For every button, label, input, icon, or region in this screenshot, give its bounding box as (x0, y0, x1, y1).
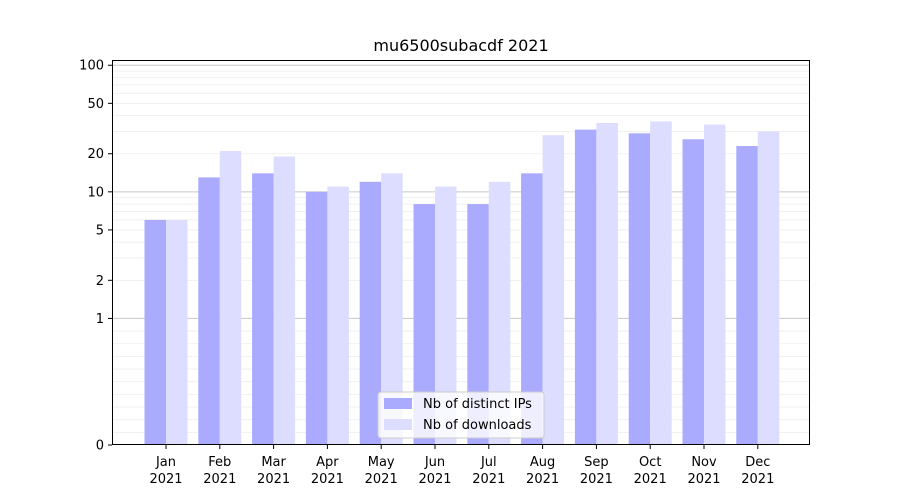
x-tick-label-year: 2021 (634, 472, 667, 487)
x-tick-label-month: Oct (639, 455, 661, 470)
x-tick-label-year: 2021 (257, 472, 290, 487)
bar-downloads-jan (166, 219, 188, 445)
bar-downloads-feb (219, 151, 242, 445)
legend-label: Nb of downloads (423, 418, 532, 433)
x-tick-label-month: Dec (745, 455, 770, 470)
y-tick-label: 10 (87, 185, 104, 200)
bar-downloads-aug (542, 135, 565, 445)
bar-downloads-apr (327, 186, 349, 446)
x-axis: Jan 2021 Feb 2021 Mar 2021 Apr 2021 May 2021 Jun 20… (149, 445, 774, 487)
x-tick-label-month: Feb (208, 455, 231, 470)
x-tick-label-year: 2021 (687, 472, 720, 487)
bar-distinct-ips-mar (252, 173, 274, 445)
bar-distinct-ips-apr (305, 191, 328, 445)
bar-distinct-ips-jun (413, 204, 435, 445)
x-tick-label-year: 2021 (149, 472, 182, 487)
x-tick-label-year: 2021 (741, 472, 774, 487)
y-tick-label: 2 (96, 274, 104, 289)
x-tick-label-month: Aug (530, 455, 555, 470)
bar-distinct-ips-nov (682, 139, 704, 445)
bar-distinct-ips-may (359, 181, 382, 445)
x-tick-label-month: Nov (691, 455, 717, 470)
x-tick-label-year: 2021 (472, 472, 505, 487)
legend: Nb of distinct IPs Nb of downloads (377, 391, 545, 439)
x-tick-label-month: Jul (480, 455, 497, 470)
bar-downloads-sep (596, 122, 618, 445)
x-tick-label-year: 2021 (418, 472, 451, 487)
x-tick-label-month: Jun (424, 455, 445, 470)
y-tick-label: 50 (87, 97, 104, 112)
bar-distinct-ips-jan (144, 219, 166, 445)
y-tick-label: 100 (79, 59, 104, 74)
x-tick-label-month: Apr (316, 455, 339, 470)
legend-swatch (384, 398, 412, 409)
bar-downloads-nov (704, 124, 726, 445)
bar-downloads-jul (488, 181, 511, 445)
bar-downloads-mar (273, 156, 296, 446)
x-tick-label-month: May (368, 455, 395, 470)
bar-downloads-oct (650, 121, 672, 445)
bar-distinct-ips-oct (628, 133, 651, 445)
bar-downloads-may (381, 173, 403, 445)
bar-distinct-ips-sep (574, 129, 597, 445)
legend-swatch (384, 419, 412, 430)
plot-frame (112, 60, 810, 445)
x-tick-label-year: 2021 (203, 472, 236, 487)
chart-title: mu6500subacdf 2021 (373, 36, 548, 55)
bar-distinct-ips-dec (736, 146, 758, 445)
x-tick-label-year: 2021 (526, 472, 559, 487)
y-tick-label: 5 (96, 223, 104, 238)
legend-label: Nb of distinct IPs (423, 397, 532, 412)
bar-distinct-ips-jul (467, 204, 489, 445)
x-tick-label-year: 2021 (311, 472, 344, 487)
legend-box (377, 391, 545, 439)
bar-downloads-dec (757, 131, 780, 445)
y-tick-label: 1 (96, 312, 104, 327)
x-tick-label-month: Sep (584, 455, 609, 470)
bar-distinct-ips-feb (198, 177, 220, 446)
bar-distinct-ips-aug (521, 173, 543, 445)
x-tick-label-month: Jan (155, 455, 176, 470)
y-axis: 0 1 2 5 10 20 50 100 (79, 59, 112, 454)
bars (144, 121, 780, 446)
y-tick-label: 0 (96, 439, 104, 454)
x-tick-label-year: 2021 (365, 472, 398, 487)
x-tick-label-year: 2021 (580, 472, 613, 487)
y-tick-label: 20 (87, 147, 104, 162)
x-tick-label-month: Mar (261, 455, 286, 470)
bar-downloads-jun (435, 186, 457, 446)
